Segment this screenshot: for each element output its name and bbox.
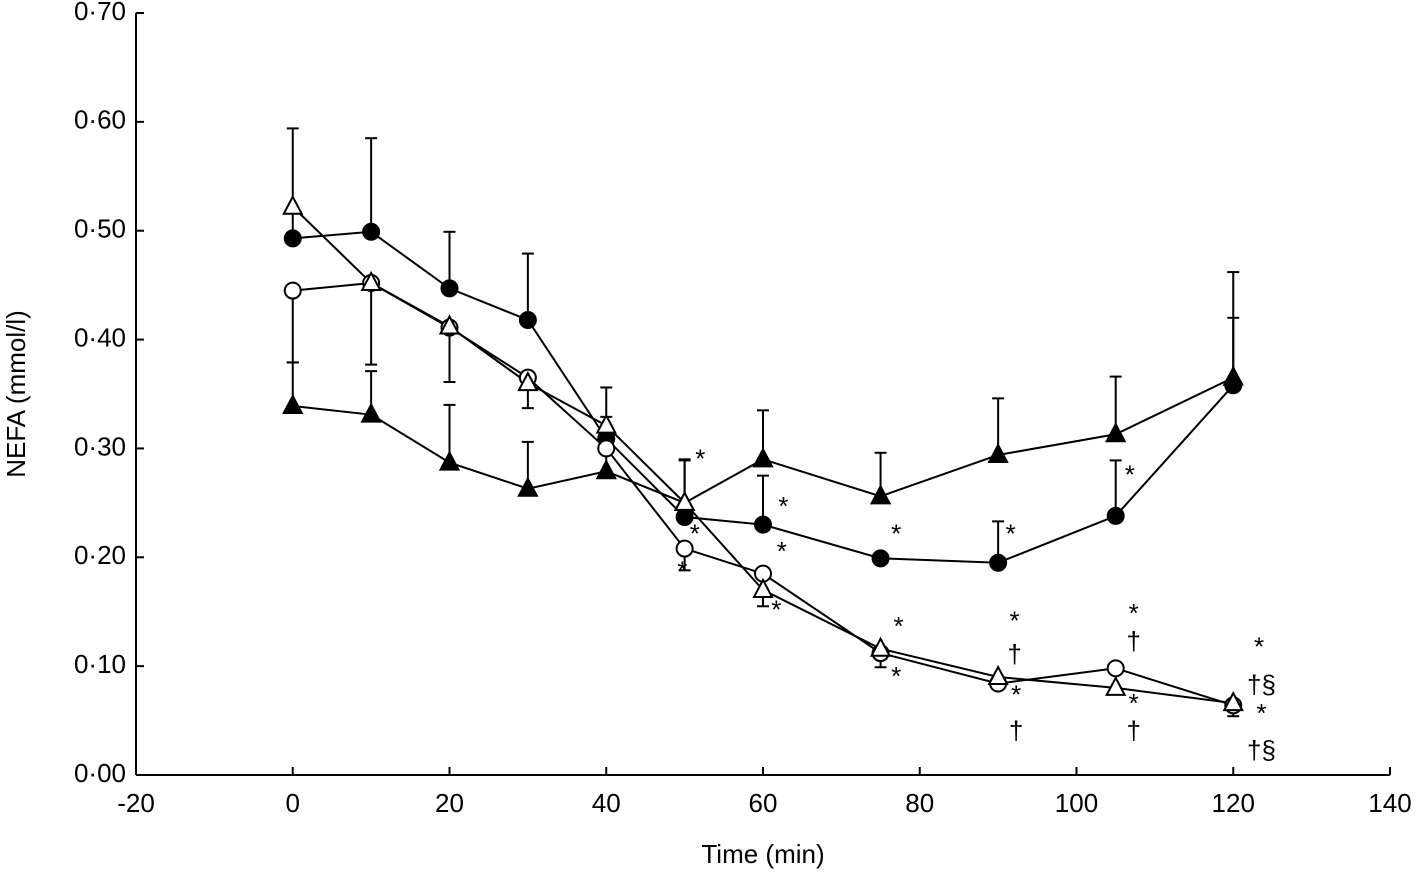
y-tick-label: 0·70 — [74, 0, 126, 26]
point — [597, 439, 616, 458]
point — [1106, 506, 1125, 525]
point — [438, 314, 461, 335]
point — [1224, 376, 1243, 395]
annotation: †§ — [1247, 735, 1276, 765]
annotation: * — [771, 595, 781, 625]
annotation: * — [1129, 598, 1139, 628]
x-tick-label: 120 — [1212, 788, 1255, 818]
annotation: * — [1254, 632, 1264, 662]
x-tick-label: 0 — [286, 788, 300, 818]
annotation: * — [1256, 698, 1266, 728]
point — [752, 447, 774, 468]
point — [675, 539, 694, 558]
point — [438, 450, 461, 471]
point — [518, 310, 537, 329]
point — [1106, 659, 1125, 678]
y-tick-label: 0·10 — [74, 649, 126, 679]
point — [595, 413, 617, 434]
y-tick-label: 0·00 — [74, 758, 126, 788]
point — [283, 281, 302, 300]
x-tick-label: 60 — [749, 788, 778, 818]
annotation: * — [894, 611, 904, 641]
annotation: † — [1009, 715, 1023, 745]
point — [360, 402, 382, 423]
annotation: * — [1129, 688, 1139, 718]
point — [517, 370, 539, 392]
point — [282, 194, 304, 215]
point — [360, 270, 382, 291]
point — [987, 442, 1009, 463]
point — [989, 553, 1008, 572]
annotation: * — [891, 661, 901, 691]
point — [282, 393, 304, 414]
x-tick-label: 140 — [1368, 788, 1411, 818]
point — [1222, 691, 1244, 712]
annotation: * — [695, 443, 705, 473]
x-tick-label: 80 — [905, 788, 934, 818]
y-tick-label: 0·30 — [74, 431, 126, 461]
annotation: * — [690, 518, 700, 548]
point — [595, 459, 617, 480]
point — [673, 490, 696, 511]
annotation: † — [1126, 715, 1140, 745]
point — [362, 222, 381, 241]
x-axis-label: Time (min) — [701, 839, 824, 869]
point — [440, 279, 459, 298]
x-tick-label: 100 — [1055, 788, 1098, 818]
point — [752, 577, 774, 598]
annotation: † — [1126, 626, 1140, 656]
point — [754, 515, 772, 534]
point — [517, 476, 539, 497]
annotation: * — [1006, 518, 1016, 548]
y-tick-label: 0·50 — [74, 214, 126, 244]
annotation: * — [1011, 679, 1021, 709]
y-axis-label: NEFA (mmol/l) — [1, 310, 31, 478]
annotation: * — [1010, 605, 1020, 635]
y-tick-label: 0·40 — [74, 322, 126, 352]
annotation: † — [1007, 639, 1021, 669]
point — [869, 484, 892, 505]
annotation: * — [677, 555, 687, 585]
point — [1105, 675, 1127, 696]
point — [871, 549, 890, 568]
x-tick-label: -20 — [117, 788, 155, 818]
x-tick-label: 40 — [592, 788, 621, 818]
point — [283, 229, 302, 248]
point — [1105, 422, 1127, 443]
annotation: * — [891, 518, 901, 548]
point — [869, 636, 892, 657]
y-tick-label: 0·60 — [74, 105, 126, 135]
annotation: * — [1125, 460, 1135, 490]
annotation: †§ — [1247, 670, 1276, 700]
annotation: * — [778, 491, 788, 521]
annotation: * — [777, 536, 787, 566]
y-tick-label: 0·20 — [74, 540, 126, 570]
point — [987, 664, 1009, 686]
x-tick-label: 20 — [435, 788, 464, 818]
